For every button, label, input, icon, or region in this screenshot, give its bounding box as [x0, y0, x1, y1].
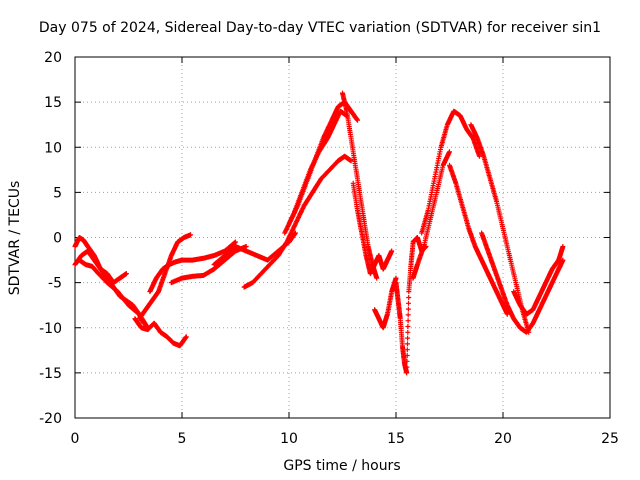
chart-title: Day 075 of 2024, Sidereal Day-to-day VTE… — [39, 20, 601, 36]
x-tick-label: 15 — [387, 431, 405, 447]
series-track-p — [410, 149, 452, 281]
series-track-o — [393, 235, 429, 376]
series-track-g — [168, 244, 249, 286]
series-track-l — [340, 90, 380, 281]
x-tick-label: 0 — [71, 431, 80, 447]
y-tick-label: 5 — [53, 185, 62, 201]
series-track-f — [147, 239, 238, 295]
x-tick-label: 10 — [280, 431, 298, 447]
series-track-q — [419, 108, 482, 236]
x-axis-label: GPS time / hours — [283, 458, 400, 474]
y-tick-label: -10 — [39, 321, 62, 337]
x-tick-label: 5 — [178, 431, 187, 447]
axis-ticks: 0 5 10 15 20 25 -20 -15 -10 -5 0 5 10 15 20 — [39, 50, 619, 447]
x-tick-label: 20 — [494, 431, 512, 447]
series-track-m — [350, 180, 395, 277]
series-track-d — [132, 316, 189, 349]
x-tick-label: 25 — [601, 431, 619, 447]
data-points — [72, 90, 566, 376]
series-track-u — [511, 244, 566, 317]
y-tick-label: -15 — [39, 366, 62, 382]
y-axis-label: SDTVAR / TECUs — [7, 181, 23, 296]
series-track-r — [447, 162, 510, 317]
y-tick-label: 10 — [44, 140, 62, 156]
series-track-i — [241, 153, 354, 290]
y-tick-label: 15 — [44, 95, 62, 111]
y-tick-label: 20 — [44, 50, 62, 66]
y-tick-label: 0 — [53, 231, 62, 247]
series-track-t — [479, 230, 566, 335]
y-tick-label: -5 — [48, 276, 62, 292]
y-tick-label: -20 — [39, 411, 62, 427]
